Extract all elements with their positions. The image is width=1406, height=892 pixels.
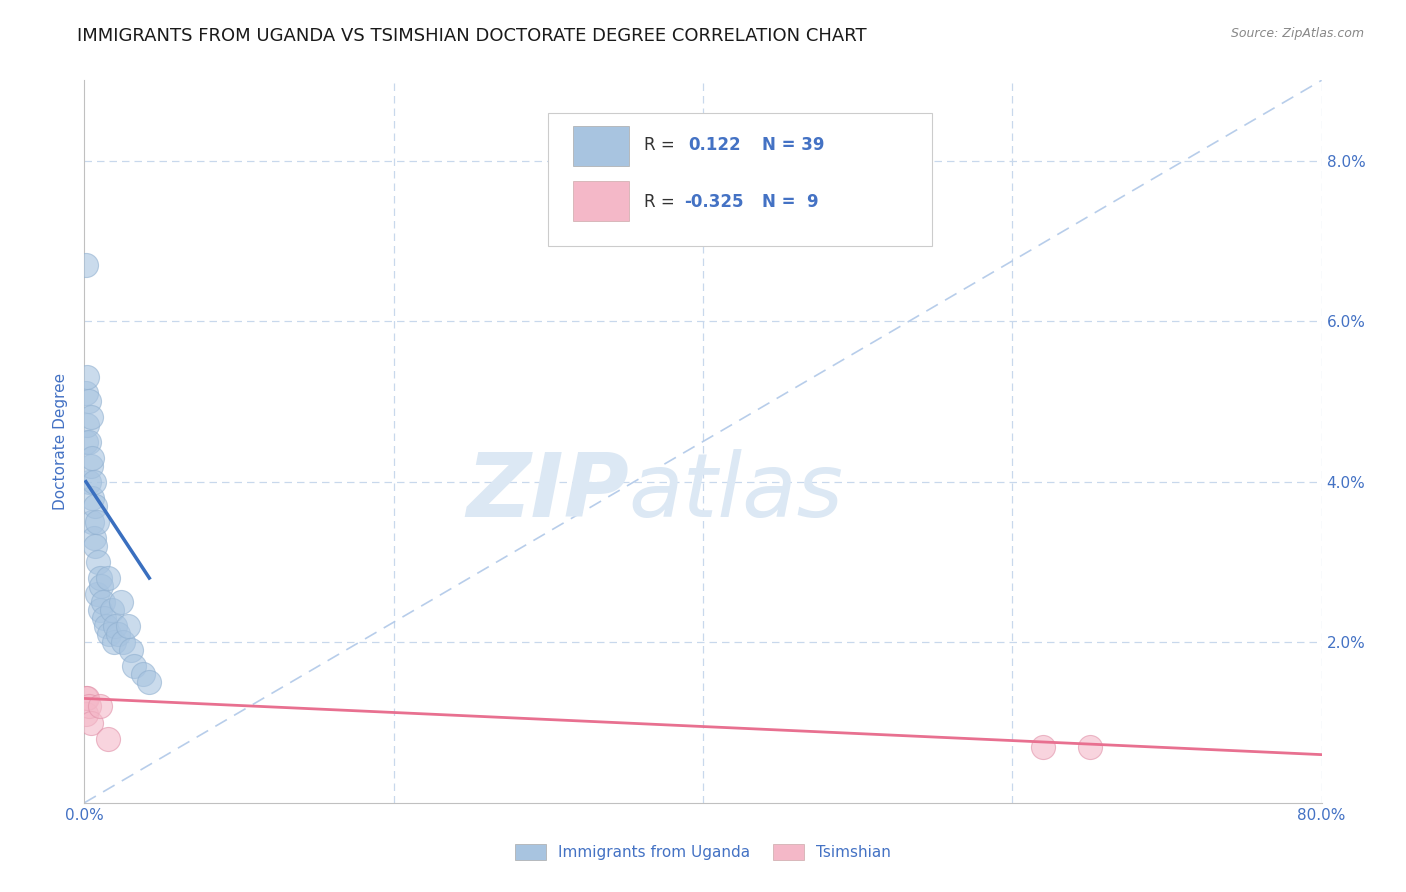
Point <box>75 434 97 449</box>
Point <box>77 475 100 489</box>
Text: N = 39: N = 39 <box>762 136 825 154</box>
Point <box>75 386 97 401</box>
Legend: Immigrants from Uganda, Tsimshian: Immigrants from Uganda, Tsimshian <box>515 844 891 860</box>
Text: R =: R = <box>644 136 679 154</box>
Point <box>103 635 125 649</box>
Point <box>98 627 121 641</box>
Point <box>82 450 104 465</box>
Point <box>1078 739 1101 754</box>
Point <box>76 691 98 706</box>
Point <box>86 587 108 601</box>
Point <box>1032 739 1054 754</box>
Point <box>90 579 112 593</box>
Point <box>79 715 101 730</box>
Text: N =  9: N = 9 <box>762 193 820 211</box>
Point <box>79 458 101 473</box>
Text: IMMIGRANTS FROM UGANDA VS TSIMSHIAN DOCTORATE DEGREE CORRELATION CHART: IMMIGRANTS FROM UGANDA VS TSIMSHIAN DOCT… <box>77 27 868 45</box>
Point <box>101 603 124 617</box>
Point <box>79 410 101 425</box>
Point <box>86 515 108 529</box>
Point <box>77 394 100 409</box>
Text: R =: R = <box>644 193 679 211</box>
Point <box>89 571 111 585</box>
Point <box>75 691 97 706</box>
Point <box>77 699 100 714</box>
Y-axis label: Doctorate Degree: Doctorate Degree <box>53 373 69 510</box>
Point <box>107 627 129 641</box>
Point <box>138 675 160 690</box>
Point <box>94 619 117 633</box>
Point <box>122 659 145 673</box>
Text: atlas: atlas <box>628 449 844 535</box>
Text: 0.122: 0.122 <box>688 136 741 154</box>
Point <box>96 571 118 585</box>
FancyBboxPatch shape <box>574 126 628 166</box>
Point <box>75 707 97 722</box>
FancyBboxPatch shape <box>574 181 628 221</box>
Point <box>91 595 114 609</box>
Point <box>117 619 139 633</box>
Point <box>76 418 98 433</box>
Point <box>83 475 105 489</box>
Point <box>82 491 104 505</box>
Point <box>76 370 98 384</box>
FancyBboxPatch shape <box>548 112 932 246</box>
Point <box>93 611 115 625</box>
Text: Source: ZipAtlas.com: Source: ZipAtlas.com <box>1230 27 1364 40</box>
Point <box>112 635 135 649</box>
Text: ZIP: ZIP <box>465 449 628 535</box>
Point <box>132 667 155 681</box>
Point <box>120 643 142 657</box>
Point <box>87 555 110 569</box>
Point <box>82 515 104 529</box>
Point <box>75 258 97 272</box>
Point <box>77 434 100 449</box>
Point <box>84 539 107 553</box>
Point <box>96 731 118 746</box>
Point <box>89 603 111 617</box>
Text: -0.325: -0.325 <box>685 193 744 211</box>
Point <box>83 531 105 545</box>
Point <box>84 499 107 513</box>
Point <box>104 619 127 633</box>
Point <box>89 699 111 714</box>
Point <box>110 595 132 609</box>
